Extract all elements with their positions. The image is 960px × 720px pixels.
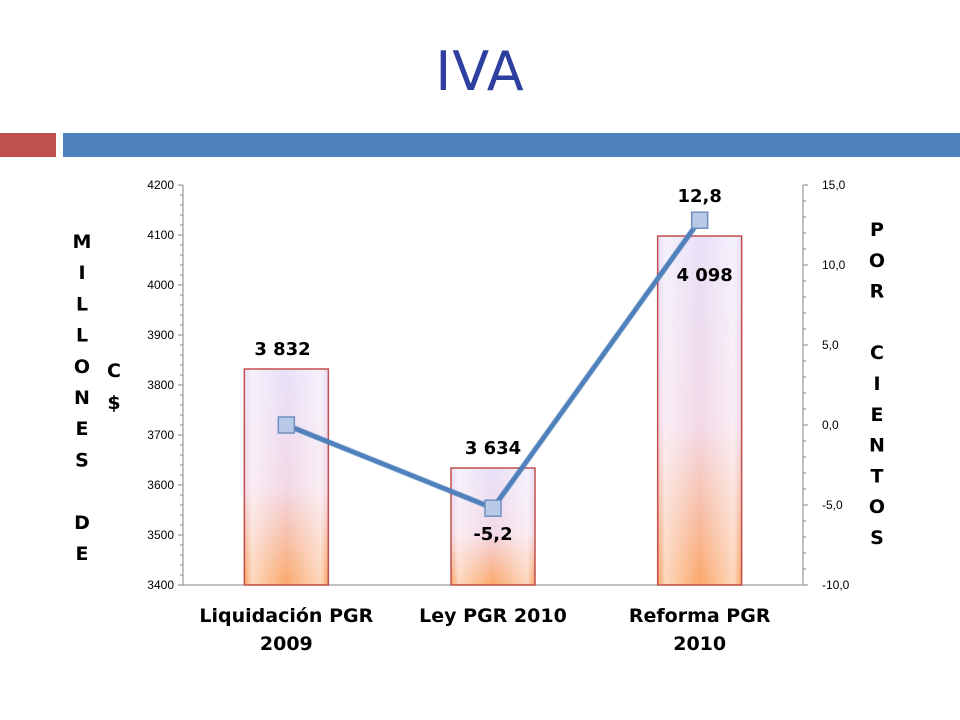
right-axis-title-letter: S [870, 527, 884, 549]
left-axis-title-letter: D [74, 512, 90, 534]
left-tick-label: 3900 [147, 328, 174, 342]
right-axis-title-letter: C [870, 342, 884, 364]
left-tick-label: 3500 [147, 528, 174, 542]
right-tick-label: 15,0 [822, 178, 846, 192]
left-axis-title-letter: I [78, 262, 85, 284]
line-marker [690, 211, 709, 229]
left-tick-label: 3800 [147, 378, 174, 392]
left-axis-unit-letter: $ [107, 392, 120, 414]
line-marker [277, 416, 296, 434]
left-tick-label: 4000 [147, 278, 174, 292]
left-axis-unit-letter: C [107, 360, 121, 382]
bar-data-label: 4 098 [676, 265, 732, 286]
right-tick-label: 5,0 [822, 338, 839, 352]
right-tick-label: -10,0 [822, 578, 850, 592]
bar-highlight [452, 469, 534, 584]
right-axis-title-letter: I [873, 373, 880, 395]
line-series [285, 218, 702, 511]
left-axis-title-letter: O [74, 356, 90, 378]
bar-data-label: 3 832 [254, 339, 310, 360]
right-axis-title-letter: E [871, 404, 884, 426]
right-tick-label: -5,0 [822, 498, 843, 512]
right-axis-title-letter: R [870, 281, 885, 303]
bar-data-label: 3 634 [465, 438, 521, 459]
line-data-label: -5,2 [473, 524, 512, 545]
line-data-label: 12,8 [677, 186, 721, 207]
right-axis-title-letter: T [871, 465, 884, 487]
left-tick-label: 3700 [147, 428, 174, 442]
left-tick-label: 4100 [147, 228, 174, 242]
bar-highlight [245, 370, 328, 584]
category-label: Liquidación PGR [199, 605, 373, 627]
right-axis-title-letter: O [869, 496, 885, 518]
right-axis-title-letter: P [870, 219, 884, 241]
category-label: Reforma PGR [629, 605, 771, 627]
category-label: 2009 [260, 633, 313, 655]
slide-title: IVA [435, 40, 525, 103]
right-tick-label: 0,0 [822, 418, 839, 432]
category-label: 2010 [673, 633, 726, 655]
left-axis-title-letter: N [74, 387, 90, 409]
left-tick-label: 4200 [147, 178, 174, 192]
left-tick-label: 3400 [147, 578, 174, 592]
left-axis-title-letter: E [76, 543, 89, 565]
line-marker [484, 499, 502, 517]
left-tick-label: 3600 [147, 478, 174, 492]
left-axis-title-letter: L [76, 293, 88, 315]
left-axis-title-letter: E [76, 418, 89, 440]
title-rule-bar [63, 133, 960, 157]
right-axis-title-letter: N [869, 435, 885, 457]
right-tick-label: 10,0 [822, 258, 846, 272]
bar-highlight [658, 237, 741, 584]
right-axis-title-letter: O [869, 250, 885, 272]
left-axis-title-letter: L [76, 325, 88, 347]
left-axis-title-letter: S [75, 449, 89, 471]
title-rule-accent [0, 133, 56, 157]
line-series-shadow [285, 218, 703, 512]
category-label: Ley PGR 2010 [419, 605, 567, 627]
left-axis-title-letter: M [73, 231, 92, 253]
